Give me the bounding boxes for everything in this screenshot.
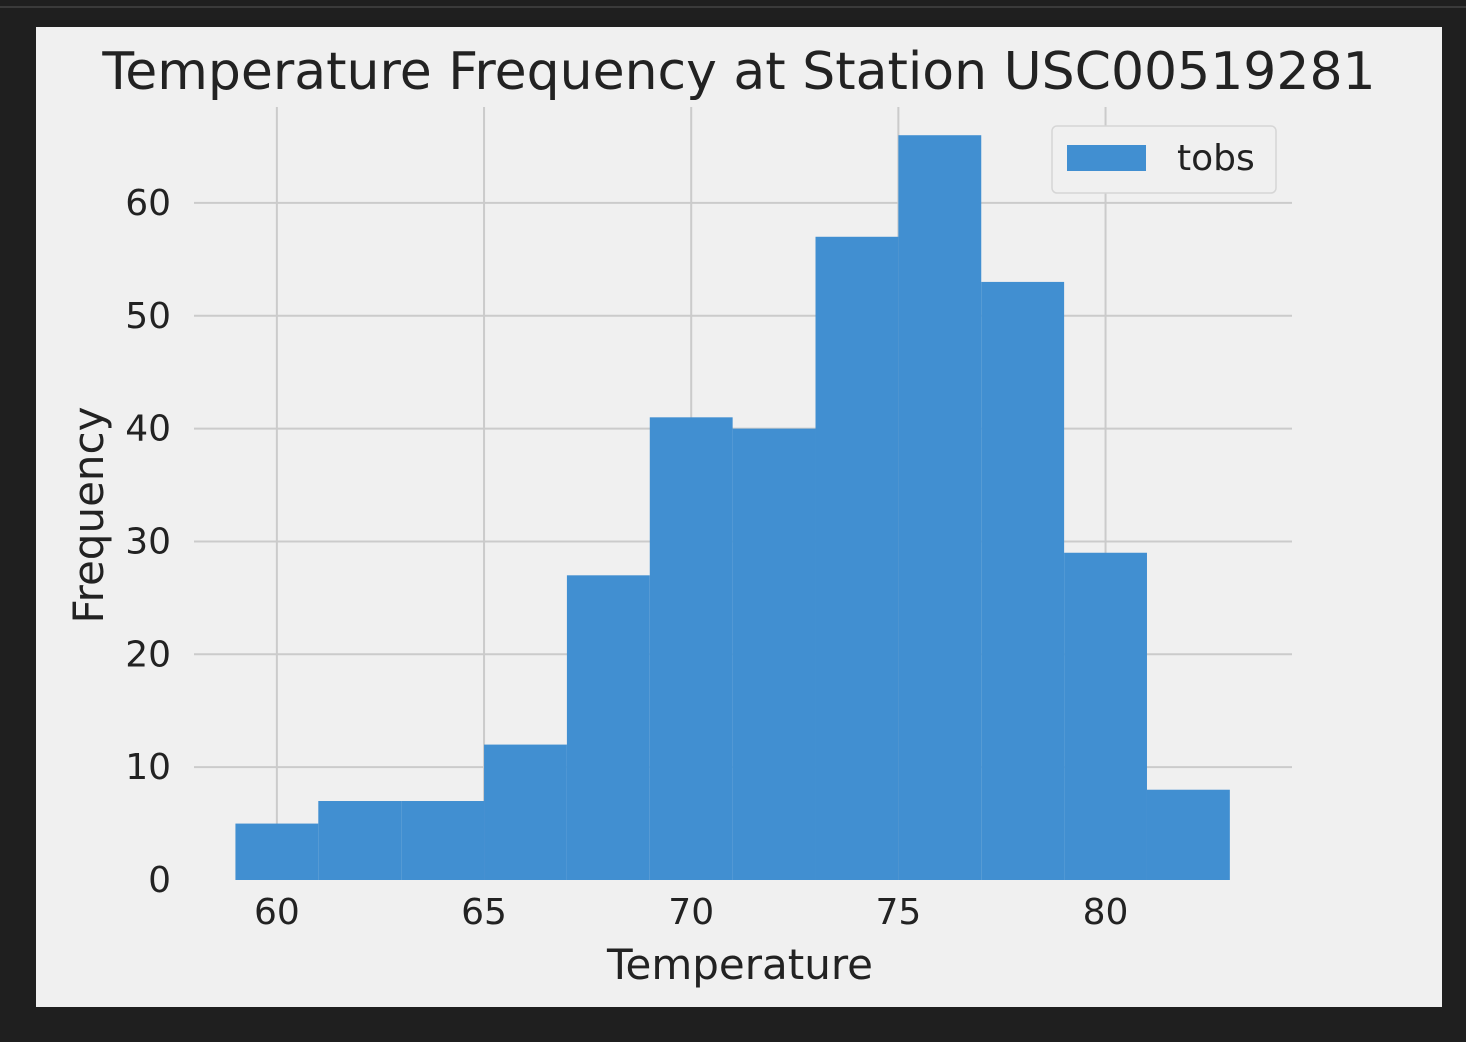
y-tick-label-10: 10 <box>125 747 171 788</box>
y-tick-label-60: 60 <box>125 183 171 224</box>
x-tick-label-75: 75 <box>875 892 921 933</box>
y-tick-label-30: 30 <box>125 521 171 562</box>
bar-79-81 <box>1064 552 1147 880</box>
legend: tobs <box>1051 125 1277 194</box>
chart-title: Temperature Frequency at Station USC0051… <box>101 42 1375 102</box>
bar-75-77 <box>898 135 982 880</box>
x-tick-label-65: 65 <box>461 892 507 933</box>
x-tick-label-70: 70 <box>668 892 714 933</box>
legend-frame <box>1051 125 1277 194</box>
bar-63-65 <box>401 801 485 880</box>
bar-69-71 <box>649 417 733 880</box>
bars <box>235 135 1230 880</box>
legend-label-tobs: tobs <box>1177 138 1255 179</box>
x-tick-label-80: 80 <box>1083 892 1129 933</box>
bar-71-73 <box>732 428 816 880</box>
window-top-border <box>0 6 1466 8</box>
chart-figure: 0 10 20 30 40 50 60 60 65 70 75 80 Temperature Fre… <box>36 27 1442 1007</box>
bar-81-83 <box>1146 789 1230 880</box>
bar-73-75 <box>815 236 899 880</box>
x-axis-ticks: 60 65 70 75 80 <box>254 892 1128 933</box>
y-axis-label: Frequency <box>64 407 113 624</box>
x-axis-label: Temperature <box>606 940 873 989</box>
histogram-chart: 0 10 20 30 40 50 60 60 65 70 75 80 Temperature Fre… <box>64 42 1376 989</box>
y-axis-ticks: 0 10 20 30 40 50 60 <box>125 183 171 901</box>
y-tick-label-40: 40 <box>125 409 171 450</box>
bar-67-69 <box>566 575 650 880</box>
bar-65-67 <box>484 744 567 880</box>
bar-59-61 <box>235 823 319 880</box>
y-tick-label-50: 50 <box>125 296 171 337</box>
bar-77-79 <box>981 281 1065 880</box>
legend-swatch <box>1067 145 1146 171</box>
y-tick-label-0: 0 <box>148 860 171 901</box>
bar-61-63 <box>318 801 402 880</box>
y-tick-label-20: 20 <box>125 634 171 675</box>
x-tick-label-60: 60 <box>254 892 300 933</box>
